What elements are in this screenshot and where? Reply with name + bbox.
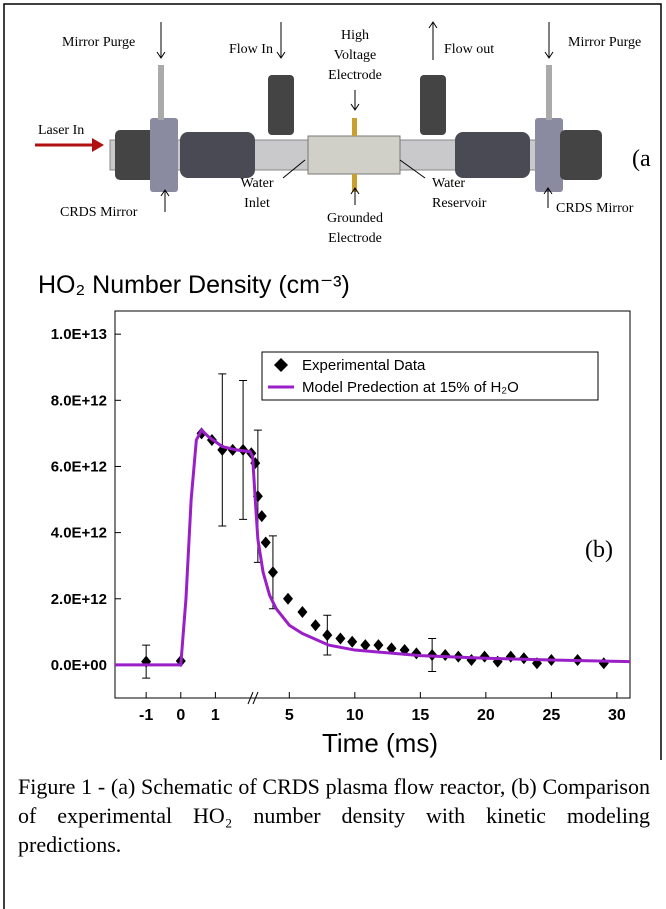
x-tick-label: 20 [477,707,495,724]
label: Flow out [444,42,494,57]
data-point [335,632,346,645]
frame [3,3,662,909]
y-tick-label: 6.0E+12 [51,458,107,475]
x-tick-label: 30 [608,707,626,724]
data-point [440,649,451,661]
legend-marker [274,358,288,372]
label: CRDS Mirror [556,201,634,216]
data-point [322,629,333,642]
label: CRDS Mirror [60,205,138,220]
x-tick-label: 1 [211,707,220,724]
label: Voltage [334,48,377,63]
legend-box [261,351,599,401]
label: Electrode [328,68,382,83]
schematic-drawing [35,21,602,212]
label: High [341,28,369,43]
y-tick-label: 8.0E+12 [51,392,107,409]
label: Electrode [328,231,382,246]
panel-label: (a [632,146,651,172]
data-point [466,653,477,666]
data-point [297,606,308,618]
caption: Figure 1 - (a) Schematic of CRDS plasma … [18,774,650,857]
x-tick-label: 10 [346,707,364,724]
data-point [283,592,293,605]
data-point [256,510,267,523]
data-point [267,566,278,579]
legend-label: Model Predection at 15% of H₂O [302,379,519,396]
label: Mirror Purge [568,35,641,50]
x-tick-label: -1 [139,707,153,724]
x-tick-label: 25 [542,707,560,724]
data-point [347,635,358,648]
y-tick-label: 1.0E+13 [51,326,107,343]
model-line [115,427,631,667]
data-point [360,639,371,652]
label: Laser In [38,123,84,138]
x-tick-label: 15 [411,707,429,724]
label: Grounded [327,211,383,226]
data-point [310,619,321,632]
label: Flow In [229,42,273,57]
label: Mirror Purge [62,35,135,50]
annotation: (b) [585,537,613,563]
label: Reservoir [432,196,487,211]
data-point [411,647,422,660]
x-tick-label: 0 [176,707,185,724]
x-tick-label: 5 [285,707,294,724]
label: Water [240,176,273,191]
y-tick-label: 4.0E+12 [51,525,107,542]
data-point [386,642,397,655]
legend-label: Experimental Data [302,357,426,374]
axis-break [247,691,259,705]
plot-frame [114,310,631,699]
data-point [598,657,609,670]
x-axis-label: Time (ms) [322,728,438,758]
data-point [373,639,384,652]
data-point [260,536,271,549]
label: Water [432,176,465,191]
data-point [505,650,516,663]
chart-title: HO₂ Number Density (cm⁻³) [38,271,350,299]
label: Inlet [244,196,270,211]
y-tick-label: 0.0E+00 [51,657,107,674]
y-tick-label: 2.0E+12 [51,591,107,608]
